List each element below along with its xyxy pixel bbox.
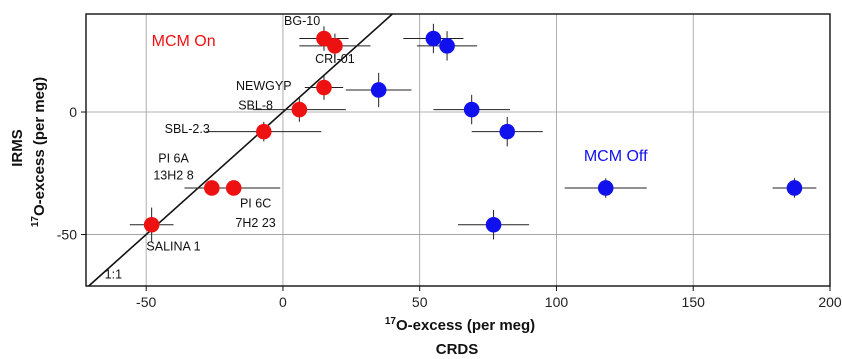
- data-point-mcm-on: [291, 101, 308, 118]
- point-label: 1:1: [105, 268, 122, 282]
- x-tick-label: 200: [818, 294, 842, 310]
- data-point-mcm-off: [499, 123, 516, 140]
- point-label: CRI-01: [315, 52, 355, 66]
- data-point-mcm-off: [786, 180, 803, 196]
- data-point-mcm-off: [425, 30, 442, 47]
- x-tick-label: 100: [545, 294, 569, 310]
- data-point-mcm-on: [327, 38, 343, 54]
- data-point-mcm-off: [485, 216, 502, 233]
- data-point-mcm-on: [225, 180, 242, 196]
- y-axis-title: 17O-excess (per meg): [30, 77, 48, 227]
- point-label: SBL-8: [238, 99, 273, 113]
- plot-frame: [85, 13, 831, 287]
- point-label: PI 6C: [240, 197, 271, 211]
- error-bars: [129, 23, 817, 242]
- point-label: 7H2 23: [235, 216, 275, 230]
- data-points: [143, 30, 803, 233]
- point-label: SALINA 1: [146, 239, 200, 253]
- one-to-one-line: [88, 13, 393, 287]
- x-axis-method-label: CRDS: [436, 341, 479, 358]
- x-tick-label: 50: [412, 294, 428, 310]
- data-point-mcm-on: [143, 216, 160, 233]
- x-axis-title-superscript: 17: [385, 316, 397, 327]
- y-tick-label: -50: [57, 227, 77, 243]
- y-tick-label: 0: [69, 104, 77, 120]
- x-tick-label: -50: [136, 294, 156, 310]
- data-point-mcm-off: [439, 38, 455, 54]
- point-label: NEWGYP: [236, 79, 292, 93]
- point-label: 13H2 8: [153, 168, 193, 182]
- y-axis-title-superscript: 17: [30, 216, 41, 228]
- data-point-mcm-off: [463, 101, 480, 118]
- y-axis-title-text: O-excess (per meg): [31, 77, 48, 216]
- group-label-mcm-off: MCM Off: [584, 148, 648, 165]
- data-point-mcm-on: [316, 30, 332, 47]
- grid-lines: [86, 14, 830, 286]
- data-point-mcm-on: [316, 79, 332, 96]
- one-to-one-line-path: [88, 13, 393, 287]
- point-labels: BG-10 CRI-01 NEWGYP SBL-8 SBL-2.3 PI 6A 13H2 8…: [105, 14, 355, 282]
- point-label: BG-10: [284, 14, 320, 28]
- group-label-mcm-on: MCM On: [152, 33, 216, 50]
- point-label: PI 6A: [158, 151, 189, 165]
- data-point-mcm-off: [597, 180, 614, 196]
- y-axis-method-label: IRMS: [9, 129, 26, 167]
- x-tick-label: 0: [279, 294, 287, 310]
- x-tick-label: 150: [682, 294, 706, 310]
- data-point-mcm-on: [204, 180, 220, 196]
- point-label: SBL-2.3: [165, 122, 210, 136]
- axis-ticks: -50 0 50 100 150 200 -50 0: [57, 104, 842, 310]
- x-axis-title-text: O-excess (per meg): [396, 317, 535, 334]
- group-labels: MCM On MCM Off: [152, 33, 648, 165]
- data-point-mcm-off: [370, 82, 387, 98]
- data-point-mcm-on: [255, 123, 272, 140]
- x-axis-title: 17O-excess (per meg): [385, 316, 535, 334]
